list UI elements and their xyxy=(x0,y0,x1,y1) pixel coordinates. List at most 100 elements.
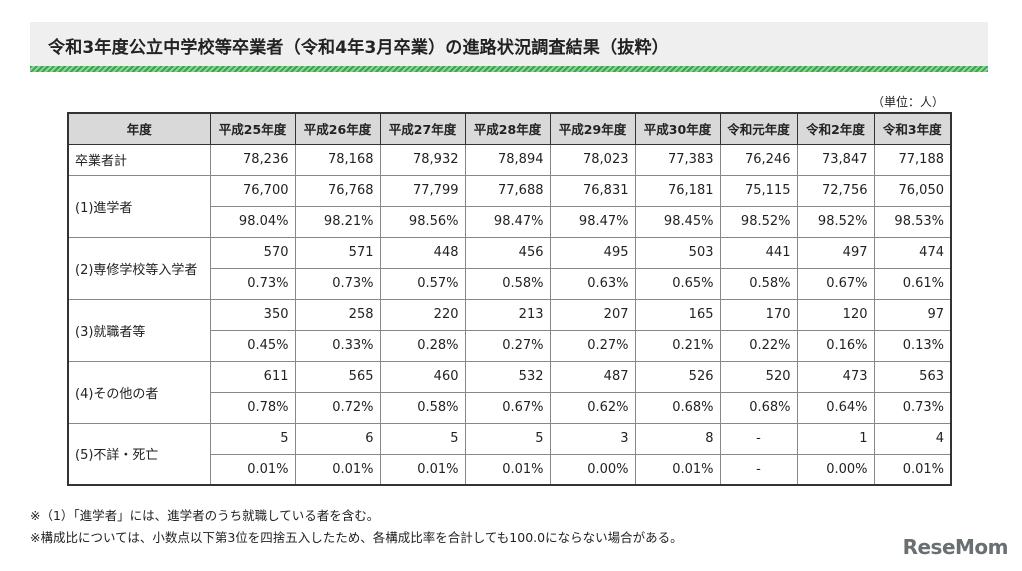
table-row-count: (5)不詳・死亡 5 6 5 5 3 8-1 4 xyxy=(67,422,952,486)
table-cell: 220 xyxy=(379,298,466,331)
table-cell: 98.04% xyxy=(209,205,296,238)
table-cell: 0.22% xyxy=(719,329,798,362)
table-cell: 0.00% xyxy=(549,453,636,486)
table-cell: 460 xyxy=(379,360,466,393)
table-row-count: (2)専修学校等入学者 570 571 448 456 495 503 441 497 474 xyxy=(67,236,952,300)
table-cell: 350 xyxy=(209,298,296,331)
table-cell: 0.01% xyxy=(294,453,381,486)
table-cell: 0.67% xyxy=(796,267,875,300)
header-cell: 令和元年度 xyxy=(719,112,798,145)
survey-table: 年度 平成25年度 平成26年度 平成27年度 平成28年度 平成29年度 平成… xyxy=(67,112,952,486)
table-cell: 77,383 xyxy=(634,143,721,176)
table-row-count: (3)就職者等 350 258 220 213 207 165 170 120 97 xyxy=(67,298,952,362)
table-cell: 207 xyxy=(549,298,636,331)
table-cell: 98.56% xyxy=(379,205,466,238)
table-cell: 0.58% xyxy=(464,267,551,300)
table-cell: 565 xyxy=(294,360,381,393)
row-label: (1)進学者 xyxy=(67,174,211,238)
table-cell: 78,932 xyxy=(379,143,466,176)
title-bar: 令和3年度公立中学校等卒業者（令和4年3月卒業）の進路状況調査結果（抜粋） xyxy=(30,22,988,66)
header-cell: 平成30年度 xyxy=(634,112,721,145)
table-cell: 0.28% xyxy=(379,329,466,362)
row-label: (5)不詳・死亡 xyxy=(67,422,211,486)
table-cell: 0.61% xyxy=(873,267,952,300)
table-row-rate: 0.01% 0.01% 0.01% 0.01% 0.00% 0.01% -0.00% 0.01… xyxy=(68,453,952,486)
table-cell: 4 xyxy=(873,422,952,455)
table-cell: 0.45% xyxy=(209,329,296,362)
table-cell: 8 xyxy=(634,422,721,455)
table-cell: 503 xyxy=(634,236,721,269)
table-cell: 1 xyxy=(796,422,875,455)
table-cell: 0.72% xyxy=(294,391,381,424)
table-row-rate: 0.45% 0.33% 0.28% 0.27% 0.27% 0.21% 0.22% 0.16%… xyxy=(68,329,952,362)
table-cell: 0.78% xyxy=(209,391,296,424)
table-cell: 76,050 xyxy=(873,174,952,207)
table-cell: 0.01% xyxy=(464,453,551,486)
table-cell: 5 xyxy=(209,422,296,455)
table-cell: 497 xyxy=(796,236,875,269)
table-cell: 213 xyxy=(464,298,551,331)
table-cell: 98.53% xyxy=(873,205,952,238)
table-cell: 0.16% xyxy=(796,329,875,362)
table-cell: 0.73% xyxy=(294,267,381,300)
table-cell: 0.01% xyxy=(379,453,466,486)
table-cell: 441 xyxy=(719,236,798,269)
footnotes: ※（1）「進学者」には、進学者のうち就職している者を含む。 ※構成比については、… xyxy=(30,505,683,549)
table-cell: 0.00% xyxy=(796,453,875,486)
table-cell: 0.27% xyxy=(549,329,636,362)
table-row-total: 卒業者計 78,236 78,168 78,932 78,894 78,023 … xyxy=(67,143,952,176)
table-cell: 5 xyxy=(464,422,551,455)
table-cell: 0.58% xyxy=(379,391,466,424)
table-cell: 0.65% xyxy=(634,267,721,300)
table-cell: 0.63% xyxy=(549,267,636,300)
table-cell: 77,799 xyxy=(379,174,466,207)
table-cell: 78,894 xyxy=(464,143,551,176)
table-cell: 0.01% xyxy=(209,453,296,486)
table-cell: 0.27% xyxy=(464,329,551,362)
table-cell: 0.01% xyxy=(634,453,721,486)
table-cell: 3 xyxy=(549,422,636,455)
unit-label: （単位：人） xyxy=(871,95,944,109)
table-cell: 98.52% xyxy=(719,205,798,238)
header-cell: 平成26年度 xyxy=(294,112,381,145)
table-cell: 98.47% xyxy=(549,205,636,238)
table-cell: 487 xyxy=(549,360,636,393)
table-cell: 76,700 xyxy=(209,174,296,207)
title-underline xyxy=(30,66,988,72)
table-cell: 474 xyxy=(873,236,952,269)
table-cell: 0.68% xyxy=(719,391,798,424)
table-cell: 72,756 xyxy=(796,174,875,207)
table-cell: 0.64% xyxy=(796,391,875,424)
resemom-logo: ReseMom xyxy=(902,535,1009,559)
footnote: ※構成比については、小数点以下第3位を四捨五入したため、各構成比率を合計しても1… xyxy=(30,530,683,545)
table-cell: - xyxy=(719,453,798,486)
table-cell: 611 xyxy=(209,360,296,393)
table-cell: 73,847 xyxy=(796,143,875,176)
table-cell: 78,236 xyxy=(209,143,296,176)
table-cell: 76,246 xyxy=(719,143,798,176)
table-cell: 258 xyxy=(294,298,381,331)
table-cell: 0.57% xyxy=(379,267,466,300)
table-cell: 5 xyxy=(379,422,466,455)
table-row-count: (4)その他の者 611 565 460 532 487 526 520 473 563 xyxy=(67,360,952,424)
table-cell: 0.21% xyxy=(634,329,721,362)
table-cell: 98.45% xyxy=(634,205,721,238)
table-cell: 98.52% xyxy=(796,205,875,238)
header-cell: 年度 xyxy=(67,112,211,145)
header-cell: 平成28年度 xyxy=(464,112,551,145)
table-cell: 473 xyxy=(796,360,875,393)
table-cell: 76,831 xyxy=(549,174,636,207)
table-row-rate: 0.73% 0.73% 0.57% 0.58% 0.63% 0.65% 0.58% 0.67%… xyxy=(68,267,952,300)
table-cell: 6 xyxy=(294,422,381,455)
row-label: (3)就職者等 xyxy=(67,298,211,362)
table-cell: 495 xyxy=(549,236,636,269)
table-cell: 76,768 xyxy=(294,174,381,207)
table-cell: 76,181 xyxy=(634,174,721,207)
table-cell: 0.62% xyxy=(549,391,636,424)
header-cell: 令和2年度 xyxy=(796,112,875,145)
header-cell: 令和3年度 xyxy=(873,112,952,145)
table-row-rate: 98.04% 98.21% 98.56% 98.47% 98.47% 98.45% 98.5… xyxy=(68,205,952,238)
table-cell: 448 xyxy=(379,236,466,269)
table-cell: 98.21% xyxy=(294,205,381,238)
row-label: (2)専修学校等入学者 xyxy=(67,236,211,300)
